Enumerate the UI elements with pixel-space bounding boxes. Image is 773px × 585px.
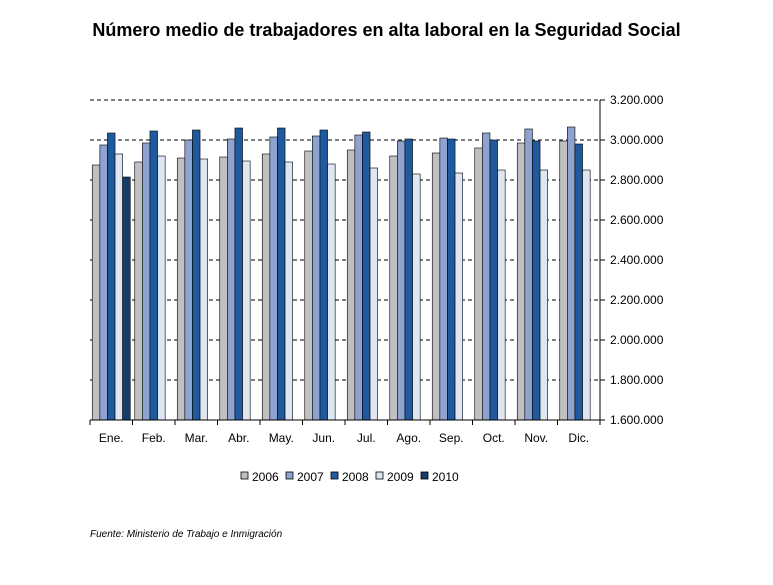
bar-2007-8	[439, 137, 448, 421]
grid-layer	[90, 99, 600, 381]
y-tick-label: 2.000.000	[610, 333, 664, 347]
legend-swatch-2007	[285, 471, 294, 480]
legend-swatch-2010	[420, 471, 429, 480]
bar-2009-6	[369, 167, 378, 421]
source-note: Fuente: Ministerio de Trabajo e Inmigrac…	[90, 529, 283, 540]
bar-2006-8	[431, 152, 441, 421]
x-tick-label: Mar.	[185, 431, 208, 445]
bar-2006-2	[176, 157, 186, 421]
bar-2006-9	[474, 147, 483, 421]
axis-layer: 1.600.000 1.800.000 2.000.000 2.200.000 2.40…	[89, 93, 664, 445]
bar-layer	[91, 126, 591, 421]
bar-2007-1	[142, 142, 151, 421]
bar-2006-0	[91, 164, 101, 421]
bar-2008-3	[234, 127, 243, 421]
x-tick-label: Jul.	[357, 431, 376, 445]
bar-2006-6	[346, 149, 356, 421]
legend-swatch-2008	[330, 471, 339, 480]
bar-2006-4	[261, 153, 271, 421]
bar-2008-6	[362, 131, 371, 421]
bar-2008-10	[532, 140, 541, 421]
bar-2008-0	[107, 132, 116, 421]
y-tick-label: 3.200.000	[610, 93, 664, 107]
bar-2009-9	[497, 169, 506, 421]
bar-2007-5	[312, 135, 321, 421]
bar-2008-11	[574, 143, 583, 421]
x-tick-label: Sep.	[439, 431, 464, 445]
bar-2009-8	[454, 172, 463, 421]
bar-2008-8	[447, 138, 456, 421]
bar-2010-0	[122, 176, 131, 421]
y-tick-label: 2.800.000	[610, 173, 664, 187]
legend-layer: 2006 2007 2008 2009 2010	[240, 470, 459, 484]
bar-2009-10	[539, 169, 548, 421]
x-tick-label: May.	[269, 431, 294, 445]
x-tick-label: Jun.	[312, 431, 335, 445]
bar-2008-7	[404, 138, 413, 421]
bar-2008-4	[277, 127, 286, 421]
bar-2008-9	[489, 139, 498, 421]
bar-2007-11	[567, 126, 576, 421]
bar-2009-5	[327, 163, 336, 421]
y-tick-label: 1.600.000	[610, 413, 664, 427]
bar-2009-0	[114, 153, 123, 421]
bar-2007-9	[482, 132, 491, 421]
bar-2007-4	[269, 136, 278, 421]
bar-2007-3	[227, 138, 236, 421]
bar-2007-7	[397, 140, 406, 421]
x-tick-label: Feb.	[142, 431, 166, 445]
y-tick-label: 2.400.000	[610, 253, 664, 267]
x-tick-label: Oct.	[483, 431, 505, 445]
legend-label-2006: 2006	[252, 470, 279, 484]
legend-label-2007: 2007	[297, 470, 324, 484]
legend-label-2009: 2009	[387, 470, 414, 484]
legend-label-2008: 2008	[342, 470, 369, 484]
bar-2009-3	[242, 160, 251, 421]
bar-2007-6	[354, 134, 363, 421]
x-tick-label: Abr.	[228, 431, 249, 445]
x-tick-label: Nov.	[524, 431, 548, 445]
bar-2006-1	[134, 161, 143, 421]
bar-2006-7	[389, 155, 398, 421]
y-tick-label: 2.200.000	[610, 293, 664, 307]
y-tick-label: 3.000.000	[610, 133, 664, 147]
chart-title: Número medio de trabajadores en alta lab…	[92, 20, 681, 40]
bar-2008-1	[149, 130, 158, 421]
y-tick-label: 2.600.000	[610, 213, 664, 227]
bar-2007-10	[524, 128, 533, 421]
legend-label-2010: 2010	[432, 470, 459, 484]
legend-swatch-2009	[375, 471, 384, 480]
x-tick-label: Ene.	[99, 431, 124, 445]
bar-2008-5	[319, 129, 328, 421]
x-tick-label: Ago.	[396, 431, 421, 445]
bar-2009-11	[582, 169, 591, 421]
bar-2009-1	[157, 155, 166, 421]
y-tick-label: 1.800.000	[610, 373, 664, 387]
x-tick-label: Dic.	[568, 431, 589, 445]
bar-2006-5	[304, 150, 313, 421]
bar-2008-2	[192, 129, 201, 421]
bar-2009-2	[199, 158, 208, 421]
bar-2007-0	[99, 144, 108, 421]
bar-2006-11	[559, 140, 568, 421]
bar-2009-4	[284, 161, 293, 421]
bar-2007-2	[184, 139, 193, 421]
legend-swatch-2006	[240, 471, 249, 480]
bar-2006-3	[219, 156, 228, 421]
bar-2006-10	[516, 142, 526, 421]
bar-2009-7	[412, 173, 421, 421]
